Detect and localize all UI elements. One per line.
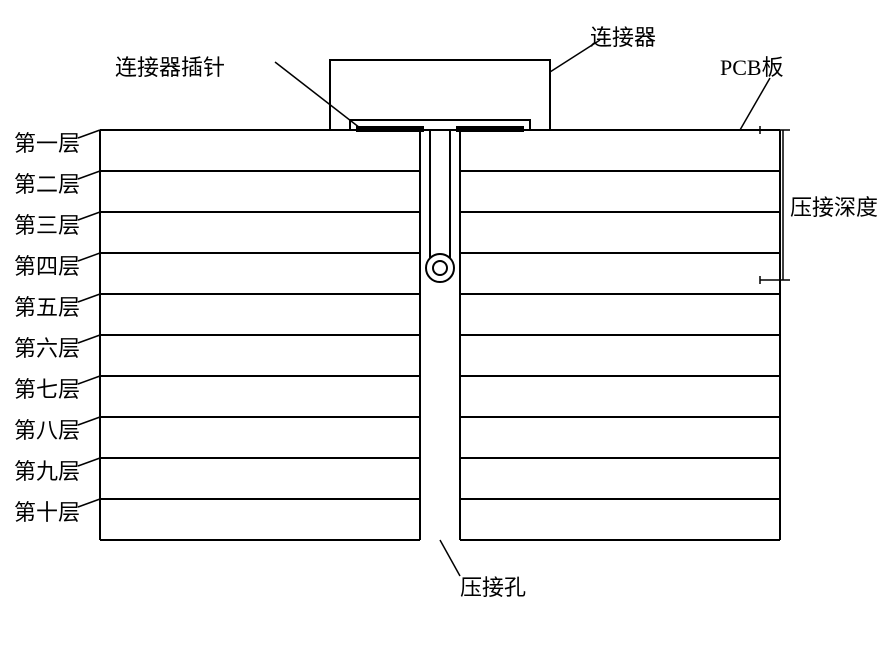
diagram-root: 连接器 PCB板 连接器插针 第一层第二层第三层第四层第五层第六层第七层第八层第… (0, 0, 886, 640)
layer-label: 第八层 (14, 413, 80, 445)
pcb-board-label: PCB板 (720, 50, 784, 82)
layer-label: 第十层 (14, 495, 80, 527)
layer-label: 第二层 (14, 167, 80, 199)
layer-label: 第一层 (14, 126, 80, 158)
layer-label: 第六层 (14, 331, 80, 363)
press-depth-label: 压接深度 (790, 190, 878, 222)
layer-label: 第九层 (14, 454, 80, 486)
layer-label: 第四层 (14, 249, 80, 281)
diagram-svg (0, 0, 886, 640)
connector-pin-label: 连接器插针 (115, 50, 225, 82)
press-hole-label: 压接孔 (460, 570, 526, 602)
connector-label: 连接器 (590, 20, 656, 52)
layer-label: 第三层 (14, 208, 80, 240)
layer-label: 第五层 (14, 290, 80, 322)
layer-label: 第七层 (14, 372, 80, 404)
